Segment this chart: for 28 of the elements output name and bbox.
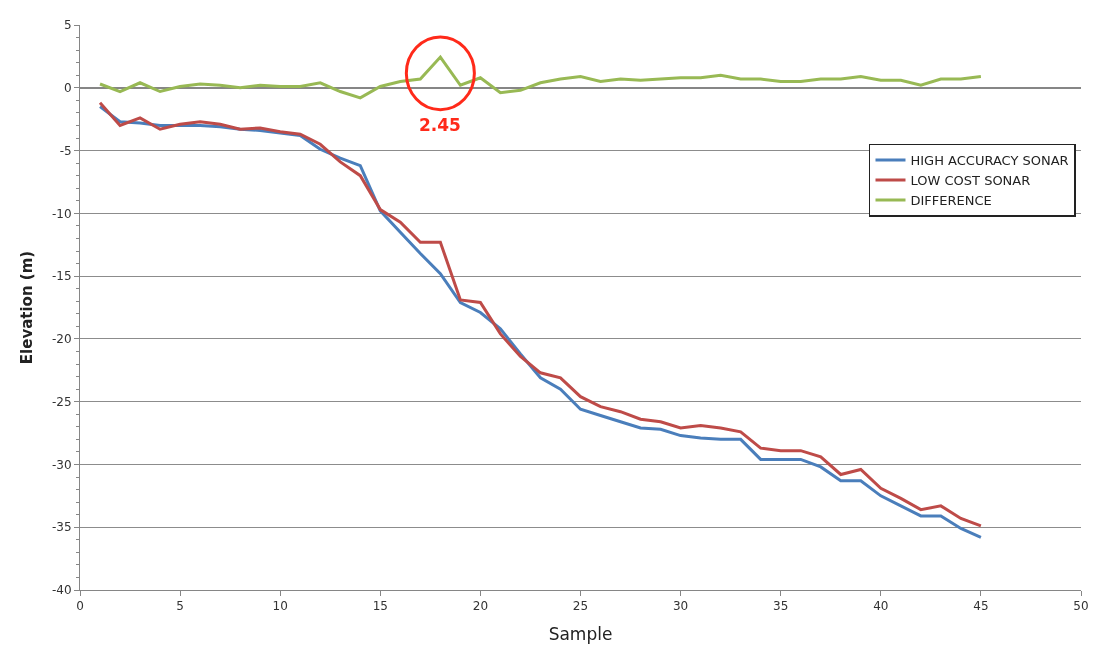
legend-label: LOW COST SONAR (910, 173, 1031, 189)
y-tick-label: 5 (63, 18, 72, 33)
line-series (98, 55, 983, 100)
x-tick-label: 15 (372, 599, 388, 614)
y-tick-label: -10 (51, 206, 72, 221)
y-axis-title: Elevation (m) (18, 250, 37, 365)
y-tick-label: 0 (63, 80, 72, 95)
legend-label: HIGH ACCURACY SONAR (910, 153, 1069, 169)
x-axis-title: Sample (548, 623, 613, 644)
y-tick-label: -40 (51, 583, 72, 598)
y-tick-label: -15 (51, 269, 72, 284)
annotation: 2.45 (419, 115, 461, 135)
x-tick-label: 20 (472, 599, 489, 614)
y-tick-label: -30 (51, 457, 72, 472)
x-tick-label: 30 (672, 599, 689, 614)
legend-label: DIFFERENCE (910, 192, 992, 208)
y-tick-label: -5 (59, 143, 72, 158)
y-tick-label: -20 (51, 332, 72, 347)
x-tick-label: 45 (973, 599, 989, 614)
x-tick-label: 35 (773, 599, 789, 614)
x-tick-label: 50 (1073, 599, 1089, 614)
x-tick-label: 5 (176, 599, 184, 614)
x-tick-label: 0 (76, 599, 84, 614)
x-tick-label: 25 (572, 599, 589, 614)
y-tick-label: -25 (51, 394, 72, 409)
y-tick-label: -35 (51, 520, 72, 535)
x-tick-label: 40 (873, 599, 889, 614)
x-tick-label: 10 (272, 599, 288, 614)
